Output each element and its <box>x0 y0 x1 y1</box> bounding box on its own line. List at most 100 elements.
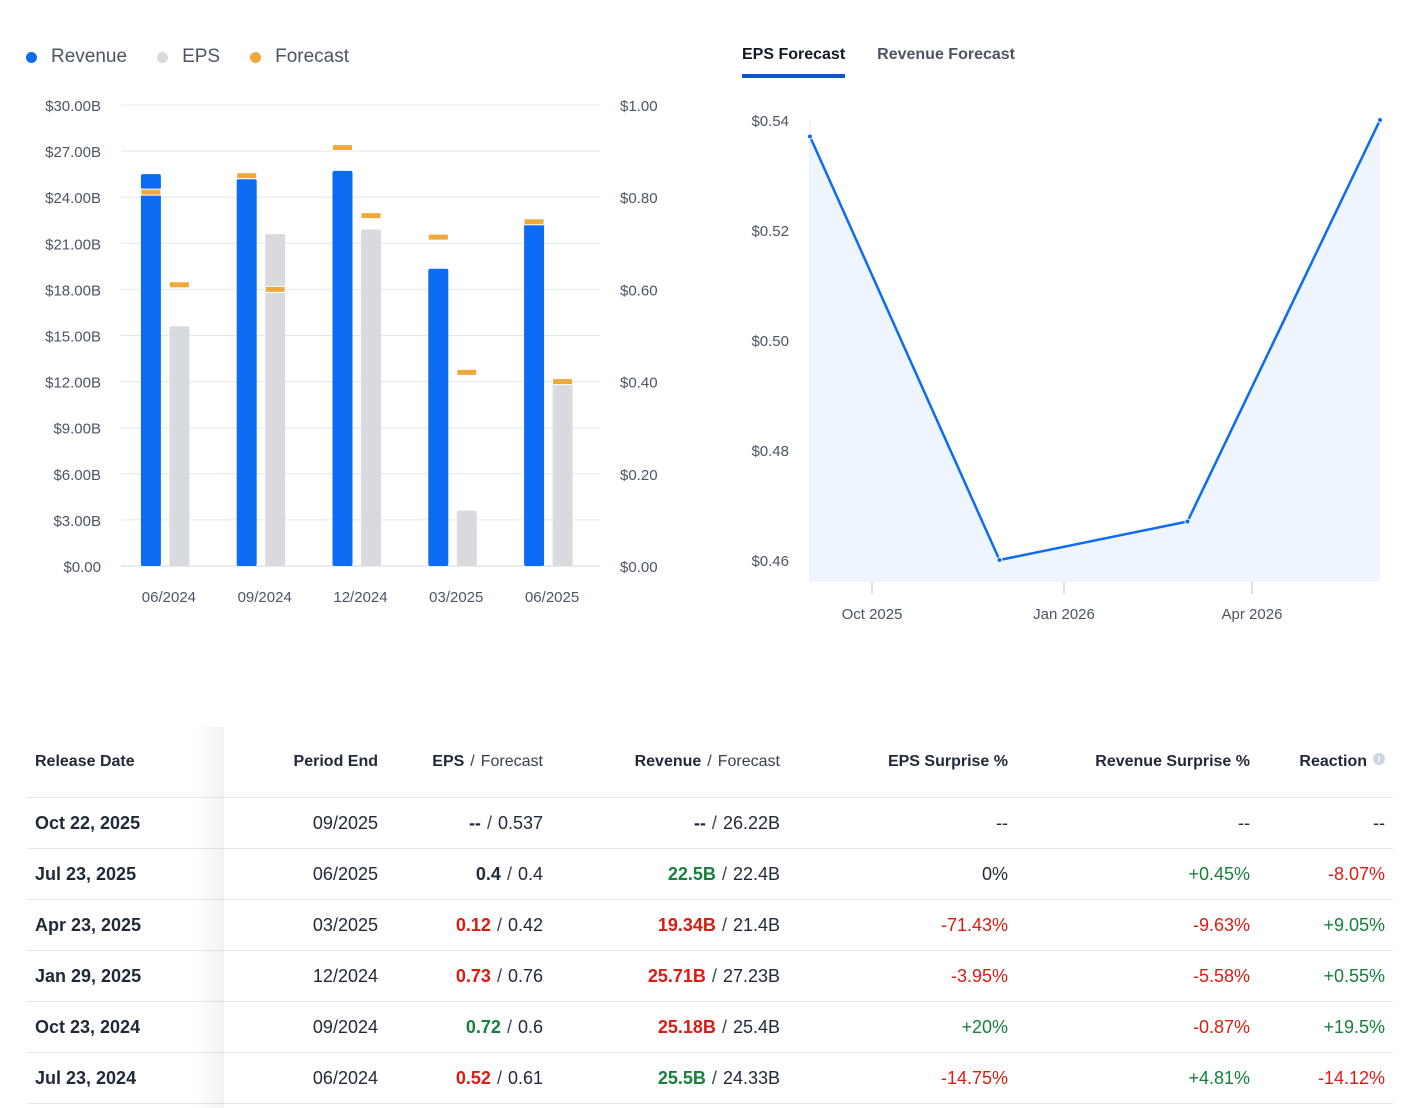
eps-forecast-marker <box>552 378 574 386</box>
cell-eps: --/0.537 <box>386 797 551 849</box>
table-row[interactable]: Jan 29, 2025 12/2024 0.73/0.76 25.71B/27.23… <box>27 950 1393 1002</box>
legend-revenue[interactable]: Revenue <box>26 46 127 68</box>
revenue-forecast: 22.4B <box>732 863 780 884</box>
header-release-date[interactable]: Release Date <box>27 727 243 798</box>
cell-revenue-surprise: +0.45% <box>1016 848 1258 900</box>
cell-eps: 0.72/0.6 <box>386 1001 551 1053</box>
x-tick-label: 03/2025 <box>429 589 483 606</box>
eps-forecast-marker <box>168 281 190 289</box>
y-left-tick-label: $0.00 <box>63 559 101 576</box>
cell-release-date: Jan 29, 2025 <box>27 950 243 1002</box>
cell-release-date: Jul 23, 2024 <box>27 1052 243 1104</box>
x-tick-label: Jan 2026 <box>1033 606 1095 623</box>
revenue-bar <box>332 170 353 566</box>
table-row[interactable]: Oct 23, 2024 09/2024 0.72/0.6 25.18B/25.4B +… <box>27 1001 1393 1053</box>
cell-period-end: 03/2025 <box>243 899 386 951</box>
table-row[interactable]: Apr 23, 2025 03/2025 0.12/0.42 19.34B/21.4B… <box>27 899 1393 951</box>
revenue-actual: 25.18B <box>657 1016 716 1037</box>
x-tick-label: 09/2024 <box>238 589 292 606</box>
cell-period-end: 09/2024 <box>243 1001 386 1053</box>
legend-forecast-label: Forecast <box>275 46 350 67</box>
header-eps-label: EPS <box>432 753 465 770</box>
tab-eps-forecast[interactable]: EPS Forecast <box>742 46 846 78</box>
cell-period-end: 09/2025 <box>243 797 386 849</box>
y-left-tick-label: $12.00B <box>45 375 101 392</box>
revenue-bar <box>140 174 161 566</box>
y-right-tick-label: $0.20 <box>620 467 658 484</box>
eps-bar <box>456 510 477 566</box>
eps-forecast-line <box>808 119 1382 562</box>
eps-forecast-marker <box>456 368 478 376</box>
revenue-bar <box>236 179 257 567</box>
cell-reaction: +9.05% <box>1258 899 1393 951</box>
eps-forecast: 0.42 <box>507 914 543 935</box>
header-revenue-separator: / <box>707 753 712 770</box>
y-left-tick-label: $3.00B <box>53 513 101 530</box>
y-tick-label: $0.50 <box>751 333 789 350</box>
eps-forecast-marker <box>264 285 286 293</box>
table-row[interactable]: Oct 22, 2025 09/2025 --/0.537 --/26.22B -- --… <box>27 797 1393 849</box>
cell-eps-surprise: +20% <box>788 1001 1016 1053</box>
y-left-tick-label: $9.00B <box>53 421 101 438</box>
header-eps-forecast[interactable]: EPS / Forecast <box>386 727 551 798</box>
cell-revenue: 25.71B/27.23B <box>551 950 788 1002</box>
eps-forecast-marker <box>360 212 382 220</box>
revenue-actual: 25.5B <box>657 1067 706 1088</box>
eps-bar <box>361 229 381 566</box>
legend-forecast[interactable]: Forecast <box>250 46 349 68</box>
header-eps-separator: / <box>470 753 475 770</box>
eps-forecast: 0.6 <box>517 1016 543 1037</box>
cell-revenue-surprise: -5.58% <box>1016 950 1258 1002</box>
legend-eps[interactable]: EPS <box>157 46 220 68</box>
table-row[interactable]: Jul 23, 2024 06/2024 0.52/0.61 25.5B/24.33B… <box>27 1052 1393 1104</box>
eps-actual: 0.72 <box>465 1016 501 1037</box>
header-period-end[interactable]: Period End <box>243 727 386 798</box>
cell-revenue-surprise: -- <box>1016 797 1258 849</box>
table-header-row: Release Date Period End EPS / Forecast Rev… <box>27 727 1393 798</box>
revenue-actual: -- <box>693 812 706 833</box>
y-right-tick-label: $0.80 <box>620 190 658 207</box>
header-eps-forecast-label: Forecast <box>480 753 543 770</box>
header-revenue-forecast[interactable]: Revenue / Forecast <box>551 727 788 798</box>
earnings-history-table-wrap: Release Date Period End EPS / Forecast Rev… <box>27 727 1393 1104</box>
cell-period-end: 12/2024 <box>243 950 386 1002</box>
eps-forecast: 0.61 <box>507 1067 543 1088</box>
header-eps-surprise[interactable]: EPS Surprise % <box>788 727 1016 798</box>
cell-revenue: 25.5B/24.33B <box>551 1052 788 1104</box>
x-tick-label: 12/2024 <box>333 589 387 606</box>
revenue-forecast-marker <box>140 188 162 196</box>
cell-release-date: Jul 23, 2025 <box>27 848 243 900</box>
y-tick-label: $0.54 <box>751 113 789 130</box>
y-left-tick-label: $18.00B <box>45 282 101 299</box>
header-reaction[interactable]: Reaction i <box>1258 727 1393 798</box>
cell-release-date: Apr 23, 2025 <box>27 899 243 951</box>
earnings-history-table: Release Date Period End EPS / Forecast Rev… <box>27 727 1393 1104</box>
revenue-actual: 19.34B <box>657 914 716 935</box>
eps-bar <box>265 234 286 566</box>
revenue-separator: / <box>711 812 717 833</box>
eps-actual: 0.52 <box>455 1067 491 1088</box>
cell-eps-surprise: -3.95% <box>788 950 1016 1002</box>
chart-legend: Revenue EPS Forecast <box>26 46 349 68</box>
info-icon[interactable]: i <box>1373 753 1385 765</box>
legend-revenue-dot <box>26 51 37 63</box>
y-left-tick-label: $27.00B <box>45 144 101 161</box>
cell-revenue: 25.18B/25.4B <box>551 1001 788 1053</box>
legend-eps-label: EPS <box>182 46 221 67</box>
cell-eps: 0.4/0.4 <box>386 848 551 900</box>
revenue-bar <box>428 268 449 566</box>
header-revenue-surprise[interactable]: Revenue Surprise % <box>1016 727 1258 798</box>
cell-release-date: Oct 23, 2024 <box>27 1001 243 1053</box>
eps-actual: 0.73 <box>455 965 491 986</box>
eps-separator: / <box>496 965 502 986</box>
revenue-bar <box>524 220 545 566</box>
revenue-forecast: 26.22B <box>722 812 780 833</box>
eps-separator: / <box>496 1067 502 1088</box>
y-tick-label: $0.52 <box>751 223 789 240</box>
table-row[interactable]: Jul 23, 2025 06/2025 0.4/0.4 22.5B/22.4B 0% +… <box>27 848 1393 900</box>
tab-revenue-forecast[interactable]: Revenue Forecast <box>877 46 1015 63</box>
revenue-forecast-marker <box>427 233 449 241</box>
eps-forecast-point <box>1377 117 1383 123</box>
y-right-tick-label: $0.60 <box>620 282 658 299</box>
x-tick-label: Apr 2026 <box>1222 606 1283 623</box>
